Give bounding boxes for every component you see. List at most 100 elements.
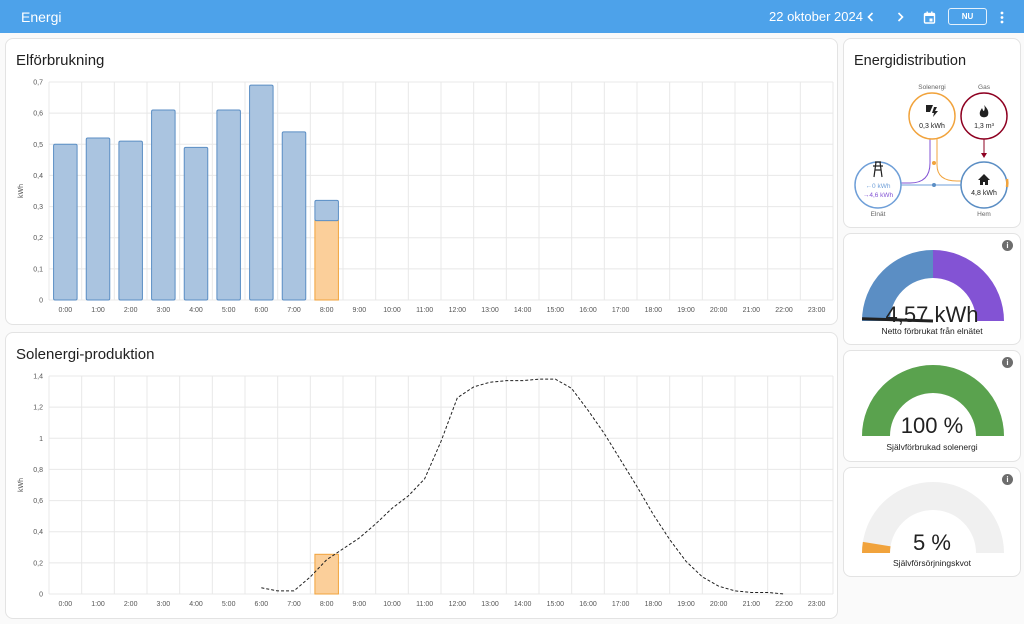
x-tick-label: 8:00 bbox=[320, 601, 334, 608]
grid-net-gauge bbox=[861, 250, 1004, 323]
solar-consumption-bar bbox=[314, 220, 339, 301]
x-tick-label: 22:00 bbox=[775, 307, 793, 314]
solar-node-label: Solenergi bbox=[918, 84, 945, 91]
x-tick-label: 4:00 bbox=[189, 601, 203, 608]
x-tick-label: 16:00 bbox=[579, 307, 597, 314]
x-tick-label: 7:00 bbox=[287, 307, 301, 314]
gauge-track bbox=[862, 482, 1004, 554]
grid-consumption-bar bbox=[151, 109, 176, 301]
x-tick-label: 20:00 bbox=[710, 601, 728, 608]
x-tick-label: 19:00 bbox=[677, 601, 695, 608]
x-tick-label: 20:00 bbox=[710, 307, 728, 314]
grid-consumption-bar bbox=[118, 140, 143, 301]
distribution-diagram: Solenergi 0,3 kWh Gas 1,3 m³ ←0 kWh →4,6… bbox=[854, 84, 1009, 218]
self-consumed-solar-gauge-card: i 100 % Självförbrukad solenergi bbox=[843, 350, 1021, 462]
gauge-label: Självförsörjningskvot bbox=[893, 558, 971, 568]
home-node[interactable] bbox=[960, 161, 1008, 209]
top-app-bar: Energi 22 oktober 2024 NU bbox=[0, 0, 1024, 33]
x-tick-label: 13:00 bbox=[481, 307, 499, 314]
y-tick-label: 0,4 bbox=[33, 529, 43, 536]
y-tick-label: 1,2 bbox=[33, 405, 43, 412]
x-tick-label: 15:00 bbox=[547, 601, 565, 608]
y-tick-label: 0 bbox=[39, 298, 43, 305]
consumption-chart: 0 0,1 0,2 0,3 0,4 0,5 0,6 0,7 0:00 1:00 2:00 3:00 4:… bbox=[18, 80, 834, 314]
x-tick-label: 17:00 bbox=[612, 307, 630, 314]
x-tick-label: 14:00 bbox=[514, 601, 532, 608]
solar-node[interactable] bbox=[908, 92, 956, 140]
y-tick-label: 0,4 bbox=[33, 173, 43, 180]
grid-consumption-bar bbox=[216, 109, 241, 301]
x-tick-label: 1:00 bbox=[91, 307, 105, 314]
info-icon[interactable]: i bbox=[1002, 240, 1013, 251]
gauge-value: 5 % bbox=[913, 530, 951, 555]
grid-consumption-bar bbox=[85, 137, 111, 301]
grid-flow-dot bbox=[932, 183, 936, 187]
grid-consumption-bar bbox=[281, 131, 307, 301]
x-tick-label: 22:00 bbox=[775, 601, 793, 608]
gauge-arc-export bbox=[932, 250, 1004, 322]
x-tick-label: 15:00 bbox=[547, 307, 565, 314]
x-tick-label: 9:00 bbox=[353, 307, 367, 314]
x-tick-label: 11:00 bbox=[416, 307, 433, 314]
x-tick-label: 9:00 bbox=[353, 601, 367, 608]
x-tick-label: 19:00 bbox=[677, 307, 695, 314]
more-vert-icon[interactable] bbox=[992, 7, 1012, 27]
x-tick-label: 4:00 bbox=[189, 307, 203, 314]
now-button[interactable]: NU bbox=[948, 8, 987, 25]
chevron-right-icon[interactable] bbox=[890, 7, 910, 27]
calendar-icon[interactable] bbox=[919, 7, 939, 27]
home-node-value: 4,8 kWh bbox=[971, 190, 997, 197]
gauge-value: 100 % bbox=[900, 413, 964, 438]
home-node-label: Hem bbox=[977, 211, 991, 218]
x-tick-label: 17:00 bbox=[612, 601, 630, 608]
energy-distribution-card: Energidistribution Solenergi 0,3 kWh Gas… bbox=[843, 38, 1021, 228]
info-icon[interactable]: i bbox=[1002, 357, 1013, 368]
fire-icon bbox=[979, 105, 989, 118]
y-tick-label: 1 bbox=[39, 436, 43, 443]
solar-production-bar bbox=[314, 553, 339, 595]
consumption-card: Elförbrukning 0 0,1 0,2 0,3 0,4 0,5 0,6 0,7 0:00… bbox=[5, 38, 838, 325]
x-tick-label: 6:00 bbox=[255, 307, 269, 314]
consumption-title: Elförbrukning bbox=[16, 52, 105, 69]
y-tick-label: 0,1 bbox=[33, 266, 43, 273]
chevron-left-icon[interactable] bbox=[861, 7, 881, 27]
x-tick-label: 21:00 bbox=[743, 601, 761, 608]
production-card: Solenergi-produktion 0 0,2 0,4 0,6 0,8 1 1,2 1,… bbox=[5, 332, 838, 619]
production-chart: 0 0,2 0,4 0,6 0,8 1 1,2 1,4 0:00 1:00 2:00 3:00 4:00… bbox=[18, 374, 834, 608]
grid-consumption-bar bbox=[314, 199, 339, 222]
y-tick-label: 0,2 bbox=[33, 560, 43, 567]
x-tick-label: 0:00 bbox=[59, 601, 73, 608]
y-tick-label: 0,2 bbox=[33, 235, 43, 242]
solar-to-home-line bbox=[936, 139, 961, 182]
info-icon[interactable]: i bbox=[1002, 474, 1013, 485]
x-tick-label: 5:00 bbox=[222, 601, 236, 608]
x-tick-label: 12:00 bbox=[449, 307, 467, 314]
x-tick-label: 14:00 bbox=[514, 307, 532, 314]
grid-import-value: ←0 kWh bbox=[866, 183, 891, 190]
x-tick-label: 10:00 bbox=[383, 601, 401, 608]
x-tick-label: 7:00 bbox=[287, 601, 301, 608]
grid-net-gauge-card: i 4,57 kWh Netto förbrukat från elnätet bbox=[843, 233, 1021, 345]
gauge-fill bbox=[862, 365, 1004, 437]
x-tick-label: 18:00 bbox=[645, 601, 663, 608]
y-tick-label: 0 bbox=[39, 592, 43, 599]
grid-consumption-bar bbox=[183, 146, 209, 301]
grid-consumption-bar bbox=[249, 84, 274, 301]
y-tick-label: 0,7 bbox=[33, 80, 43, 87]
self-sufficiency-gauge-card: i 5 % Självförsörjningskvot bbox=[843, 467, 1021, 577]
y-tick-label: 0,6 bbox=[33, 498, 43, 505]
y-tick-label: 0,3 bbox=[33, 204, 43, 211]
x-tick-label: 23:00 bbox=[808, 307, 826, 314]
production-title: Solenergi-produktion bbox=[16, 346, 155, 363]
x-tick-label: 6:00 bbox=[255, 601, 269, 608]
gas-arrow-icon bbox=[981, 153, 987, 158]
solar-to-grid-line bbox=[882, 139, 931, 184]
x-tick-label: 13:00 bbox=[481, 601, 499, 608]
grid-consumption-bar bbox=[53, 143, 78, 301]
x-tick-label: 10:00 bbox=[383, 307, 401, 314]
x-tick-label: 18:00 bbox=[645, 307, 663, 314]
x-tick-label: 2:00 bbox=[124, 601, 138, 608]
y-tick-label: 1,4 bbox=[33, 374, 43, 381]
solar-flow-dot bbox=[932, 161, 936, 165]
x-tick-label: 1:00 bbox=[91, 601, 105, 608]
